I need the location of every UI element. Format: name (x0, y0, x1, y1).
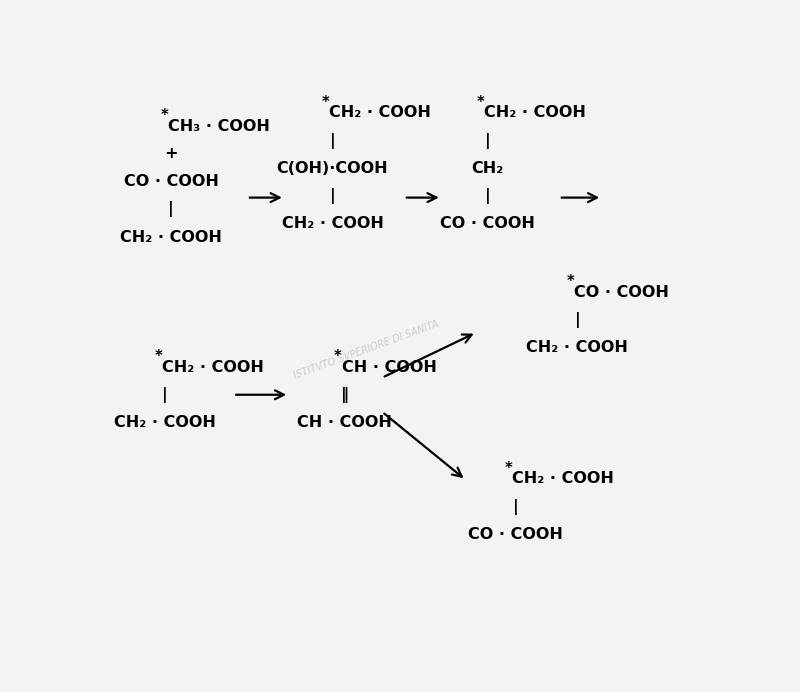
Text: |: | (485, 188, 490, 204)
Text: CH · COOH: CH · COOH (298, 415, 392, 430)
Text: CH₂ · COOH: CH₂ · COOH (120, 230, 222, 244)
Text: CH₂: CH₂ (471, 161, 504, 176)
Text: CH₂ · COOH: CH₂ · COOH (114, 415, 216, 430)
Text: *: * (161, 108, 168, 123)
Text: *: * (334, 349, 342, 364)
Text: |: | (330, 133, 335, 149)
Text: ISTITVTO SVPERIORE DI SANITA: ISTITVTO SVPERIORE DI SANITA (293, 318, 441, 381)
Text: CO · COOH: CO · COOH (574, 285, 669, 300)
Text: CH₂ · COOH: CH₂ · COOH (330, 105, 431, 120)
Text: CH₂ · COOH: CH₂ · COOH (162, 360, 264, 374)
Text: CH₂ · COOH: CH₂ · COOH (485, 105, 586, 120)
Text: CO · COOH: CO · COOH (440, 216, 535, 231)
Text: |: | (330, 188, 335, 204)
Text: *: * (505, 461, 512, 476)
Text: |: | (513, 499, 518, 515)
Text: CH₂ · COOH: CH₂ · COOH (282, 216, 383, 231)
Text: ‖: ‖ (341, 387, 349, 403)
Text: C(OH)·COOH: C(OH)·COOH (277, 161, 388, 176)
Text: CO · COOH: CO · COOH (468, 527, 563, 542)
Text: |: | (485, 133, 490, 149)
Text: *: * (322, 95, 330, 110)
Text: CH₂ · COOH: CH₂ · COOH (512, 471, 614, 486)
Text: CH₂ · COOH: CH₂ · COOH (526, 340, 628, 356)
Text: *: * (154, 349, 162, 364)
Text: +: + (165, 147, 178, 161)
Text: *: * (477, 95, 485, 110)
Text: CO · COOH: CO · COOH (124, 174, 218, 189)
Text: CH₃ · COOH: CH₃ · COOH (168, 119, 270, 134)
Text: |: | (169, 201, 174, 217)
Text: |: | (162, 387, 168, 403)
Text: |: | (574, 312, 580, 328)
Text: *: * (566, 274, 574, 289)
Text: CH · COOH: CH · COOH (342, 360, 437, 374)
